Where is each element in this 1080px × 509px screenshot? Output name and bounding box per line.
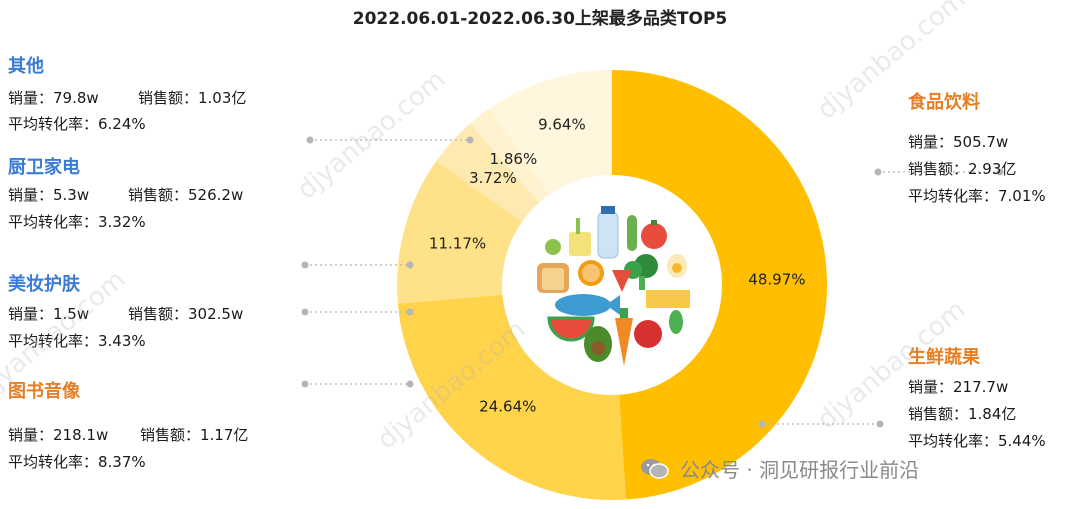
kitchen-appliances-sales: 销量：5.3w [8,186,90,204]
leader-dot [876,420,884,428]
beauty-conversion: 平均转化率：3.43% [8,332,146,350]
fresh-produce-revenue: 销售额：1.84亿 [908,405,1017,423]
pie-slice-0 [612,70,827,500]
fresh-produce-conversion: 平均转化率：5.44% [908,432,1046,450]
slice-label-0: 48.97% [748,271,805,289]
leader-dot [406,308,414,316]
books-conversion: 平均转化率：8.37% [8,453,146,471]
category-name-food-beverage: 食品饮料 [908,92,980,113]
leader-dot [996,168,1004,176]
category-name-kitchen-appliances: 厨卫家电 [8,157,80,178]
footer-text: 公众号 · 洞见研报行业前沿 [680,458,920,482]
leader-dot [301,261,309,269]
leader-dot [306,136,314,144]
leader-dot [466,136,474,144]
beauty-sales: 销量：1.5w [8,305,90,323]
leader-dot [301,380,309,388]
leader-dot [406,380,414,388]
leader-dot [301,308,309,316]
category-name-beauty: 美妆护肤 [8,274,80,295]
kitchen-appliances-conversion: 平均转化率：3.32% [8,213,146,231]
wechat-icon [640,457,670,481]
other-conversion: 平均转化率：6.24% [8,115,146,133]
books-revenue: 销售额：1.17亿 [140,426,249,444]
slice-label-2: 11.17% [429,234,486,252]
category-name-other: 其他 [8,56,44,77]
food-beverage-revenue: 销售额：2.93亿 [908,160,1017,178]
books-sales: 销量：218.1w [8,426,109,444]
slice-label-3: 3.72% [469,169,517,187]
pie-slice-3 [436,123,540,222]
food-beverage-sales: 销量：505.7w [908,133,1009,151]
fresh-produce-sales: 销量：217.7w [908,378,1009,396]
category-name-fresh-produce: 生鲜蔬果 [908,347,980,368]
pie-slice-5 [489,70,612,195]
leader-dot [758,420,766,428]
footer: 公众号 · 洞见研报行业前沿 [640,454,919,483]
beauty-revenue: 销售额：302.5w [128,305,244,323]
kitchen-appliances-revenue: 销售额：526.2w [128,186,244,204]
pie-slice-2 [397,161,523,304]
category-name-books: 图书音像 [8,381,80,402]
slice-label-5: 9.64% [538,116,586,134]
food-illustration [507,180,717,390]
other-revenue: 销售额：1.03亿 [138,89,247,107]
other-sales: 销量：79.8w [8,89,99,107]
slice-label-1: 24.64% [479,397,536,415]
leader-dot [874,168,882,176]
pie-slice-1 [397,294,626,500]
leader-dot [406,261,414,269]
slice-label-4: 1.86% [490,150,538,168]
chart-title: 2022.06.01-2022.06.30上架最多品类TOP5 [352,9,728,29]
food-beverage-conversion: 平均转化率：7.01% [908,187,1046,205]
pie-slice-4 [469,108,550,203]
